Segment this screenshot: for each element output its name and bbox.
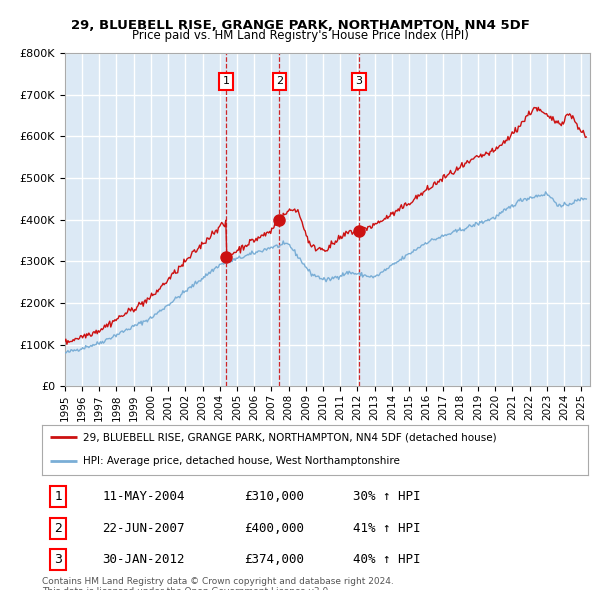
Text: 2: 2: [276, 77, 283, 86]
Text: £400,000: £400,000: [244, 522, 304, 535]
Text: 3: 3: [55, 553, 62, 566]
Text: 30-JAN-2012: 30-JAN-2012: [102, 553, 185, 566]
Text: 22-JUN-2007: 22-JUN-2007: [102, 522, 185, 535]
Text: £374,000: £374,000: [244, 553, 304, 566]
Text: HPI: Average price, detached house, West Northamptonshire: HPI: Average price, detached house, West…: [83, 456, 400, 466]
Text: £310,000: £310,000: [244, 490, 304, 503]
Text: 2: 2: [55, 522, 62, 535]
Text: 1: 1: [223, 77, 229, 86]
Text: 41% ↑ HPI: 41% ↑ HPI: [353, 522, 421, 535]
Text: 40% ↑ HPI: 40% ↑ HPI: [353, 553, 421, 566]
Text: 1: 1: [55, 490, 62, 503]
Text: Price paid vs. HM Land Registry's House Price Index (HPI): Price paid vs. HM Land Registry's House …: [131, 30, 469, 42]
Text: 29, BLUEBELL RISE, GRANGE PARK, NORTHAMPTON, NN4 5DF: 29, BLUEBELL RISE, GRANGE PARK, NORTHAMP…: [71, 19, 529, 32]
Text: 30% ↑ HPI: 30% ↑ HPI: [353, 490, 421, 503]
Text: 11-MAY-2004: 11-MAY-2004: [102, 490, 185, 503]
Text: 29, BLUEBELL RISE, GRANGE PARK, NORTHAMPTON, NN4 5DF (detached house): 29, BLUEBELL RISE, GRANGE PARK, NORTHAMP…: [83, 432, 497, 442]
Text: Contains HM Land Registry data © Crown copyright and database right 2024.
This d: Contains HM Land Registry data © Crown c…: [42, 577, 394, 590]
Text: 3: 3: [355, 77, 362, 86]
